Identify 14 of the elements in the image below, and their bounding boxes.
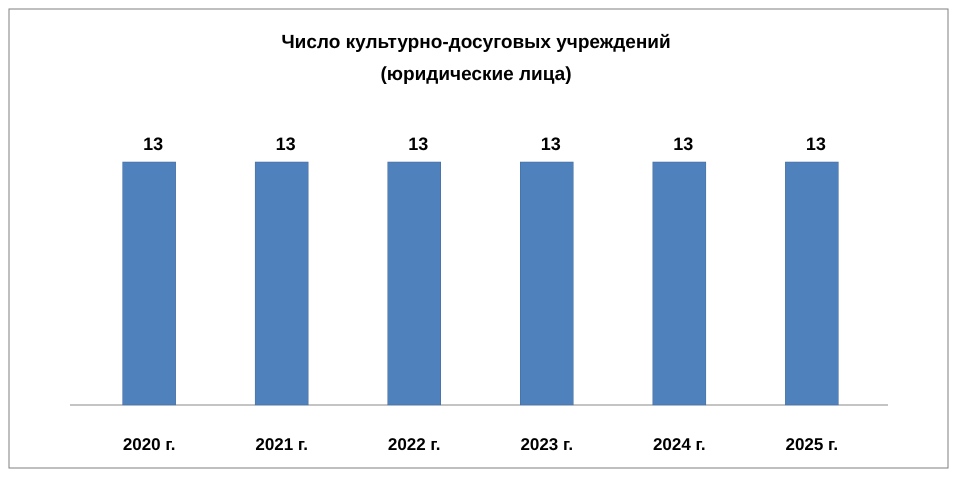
x-tick-label: 2020 г.	[122, 435, 176, 454]
x-tick-label: 2021 г.	[255, 435, 308, 454]
x-tick-label: 2023 г.	[520, 435, 574, 454]
x-tick-label: 2025 г.	[786, 435, 838, 454]
chart-subtitle: (юридические лица)	[380, 64, 572, 85]
data-label: 13	[408, 134, 428, 154]
x-tick-label: 2024 г.	[652, 435, 706, 454]
chart-title: Число культурно-досуговых учреждений	[281, 32, 671, 53]
data-label: 13	[143, 134, 164, 154]
data-label: 13	[276, 134, 296, 154]
data-label: 13	[540, 134, 561, 154]
data-label: 13	[673, 134, 694, 154]
x-tick-label: 2022 г.	[388, 435, 441, 454]
data-label: 13	[806, 134, 826, 154]
